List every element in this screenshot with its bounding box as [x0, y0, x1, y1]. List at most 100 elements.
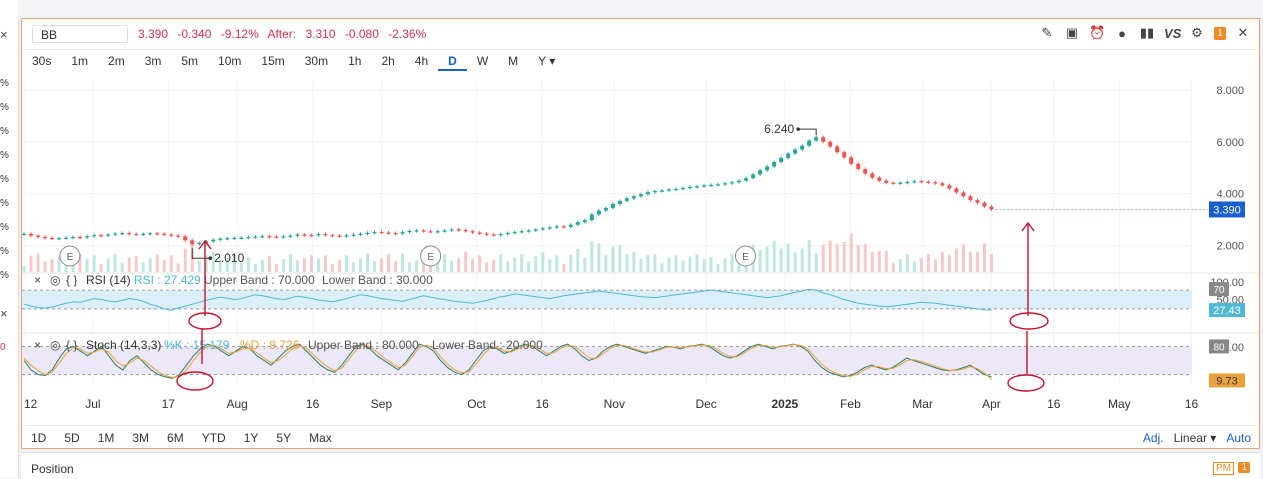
volume-bar [709, 257, 713, 272]
range-3m[interactable]: 3M [132, 431, 150, 445]
volume-bar [183, 248, 187, 272]
left-percent: % [0, 222, 9, 233]
position-badge[interactable]: 1 [1238, 462, 1250, 473]
after-change-pct: -2.36% [388, 27, 427, 41]
candle-body [22, 233, 26, 236]
volume-bar [632, 251, 636, 272]
candle-body [898, 182, 903, 184]
volume-bar [78, 254, 82, 272]
candle-body [477, 232, 482, 234]
stoch-upper-label: Upper Band : 80.000 [308, 338, 419, 352]
timeframe-2[interactable]: 2m [108, 54, 125, 68]
high-annotation-line [798, 128, 817, 136]
after-price: 3.310 [305, 27, 336, 41]
volume-bar [821, 244, 825, 272]
candle-body [64, 237, 69, 239]
candle-body [702, 185, 707, 187]
timeframe-12[interactable]: W [476, 54, 489, 68]
timeframe-0[interactable]: 30s [32, 54, 52, 68]
candle-body [779, 157, 784, 163]
candles-icon[interactable]: ▮▮ [1139, 25, 1155, 40]
candle-body [589, 214, 594, 221]
auto-toggle[interactable]: Auto [1226, 431, 1251, 445]
settings-icon[interactable]: ⚙ [1191, 25, 1203, 40]
candle-body [877, 177, 882, 181]
scale-dropdown[interactable]: Linear ▾ [1173, 431, 1217, 445]
volume-bar [197, 260, 201, 272]
timeframe-1[interactable]: 1m [71, 54, 89, 68]
range-1y[interactable]: 1Y [243, 431, 259, 445]
volume-bar [982, 243, 986, 272]
chart-type-icon[interactable]: ▣ [1065, 25, 1079, 40]
pm-badge[interactable]: PM [1213, 462, 1234, 475]
stoch-brace-icon: { } [66, 338, 77, 352]
timeframe-10[interactable]: 4h [414, 54, 429, 68]
volume-bar [660, 263, 664, 272]
close-icon[interactable]: ✕ [1237, 25, 1249, 40]
range-5y[interactable]: 5Y [276, 431, 292, 445]
candle-body [603, 207, 608, 211]
timeframe-4[interactable]: 5m [181, 54, 199, 68]
time-tick-label: 16 [306, 397, 320, 411]
timeframe-11[interactable]: D [438, 53, 467, 71]
range-5d[interactable]: 5D [64, 431, 80, 445]
timeframe-13[interactable]: M [508, 54, 519, 68]
candle-body [337, 235, 342, 237]
time-tick-label: Feb [840, 397, 861, 411]
range-ytd[interactable]: YTD [201, 431, 226, 445]
left-percent: % [0, 174, 9, 185]
chart-canvas[interactable]: 8.000 6.000 4.000 2.000 3.390 2.010 6.240 E E E 10… [22, 19, 1259, 425]
range-1d[interactable]: 1D [31, 431, 47, 445]
timeframe-6[interactable]: 15m [261, 54, 285, 68]
volume-bar [695, 254, 699, 272]
symbol-input[interactable]: BB [32, 25, 128, 43]
time-tick-label: May [1108, 397, 1131, 411]
candle-body [113, 233, 118, 235]
candle-body [758, 170, 763, 175]
notification-badge[interactable]: 1 [1214, 26, 1226, 40]
position-label[interactable]: Position [31, 462, 74, 476]
candle-body [575, 222, 580, 225]
range-1m[interactable]: 1M [97, 431, 115, 445]
timeframe-8[interactable]: 1h [348, 54, 362, 68]
candle-body [765, 166, 770, 171]
pencil-icon[interactable]: ✎ [1041, 25, 1053, 40]
stoch-k-value: %K : 15.179 [164, 338, 230, 352]
candle-body [463, 229, 468, 232]
timeframe-3[interactable]: 3m [144, 54, 162, 68]
timeframe-14[interactable]: Y ▾ [538, 54, 556, 68]
volume-bar [520, 254, 524, 272]
range-6m[interactable]: 6M [167, 431, 184, 445]
adj-toggle[interactable]: Adj. [1142, 431, 1164, 445]
time-tick-label: Sep [371, 397, 393, 411]
volume-bar [394, 261, 398, 272]
range-max[interactable]: Max [309, 431, 332, 445]
timeframe-9[interactable]: 2h [381, 54, 395, 68]
volume-bar [443, 254, 447, 272]
left-strip: × % % % % % % % % % × 0 [0, 0, 19, 478]
timeframe-5[interactable]: 10m [218, 54, 242, 68]
candle-body [386, 232, 391, 234]
left-close-icon[interactable]: × [0, 306, 8, 321]
timeframe-7[interactable]: 30m [304, 54, 329, 68]
compare-vs-button[interactable]: VS [1164, 25, 1182, 41]
left-close-icon[interactable]: × [0, 27, 8, 42]
lightbulb-icon[interactable]: ● [1118, 25, 1126, 41]
alarm-icon[interactable]: ⏰ [1089, 25, 1106, 40]
volume-bar [64, 262, 68, 272]
candle-body [891, 182, 896, 184]
candle-body [288, 235, 293, 237]
candle-body [358, 233, 363, 236]
volume-bar [218, 260, 222, 272]
volume-bar [800, 248, 804, 272]
volume-bar [464, 251, 468, 272]
volume-bar [380, 258, 384, 272]
candle-body [491, 234, 496, 236]
price-change-pct: -9.12% [220, 27, 259, 41]
candle-body [281, 236, 286, 238]
volume-bar [597, 243, 601, 272]
rsi-band-fill [22, 290, 1192, 309]
candle-body [169, 234, 174, 236]
volume-bar [674, 255, 678, 272]
left-percent: % [0, 198, 9, 209]
